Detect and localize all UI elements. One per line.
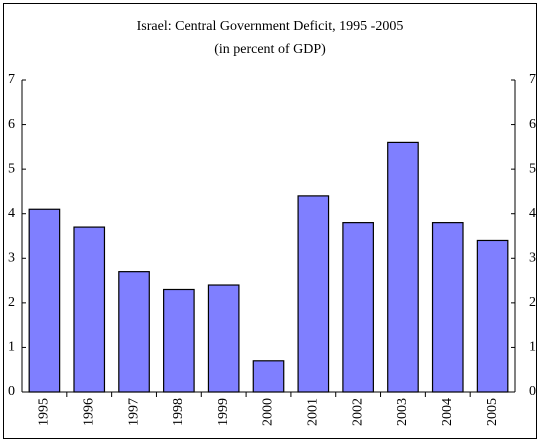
chart-title: Israel: Central Government Deficit, 1995… <box>137 19 404 34</box>
x-tick-label: 1998 <box>171 398 186 426</box>
chart-subtitle: (in percent of GDP) <box>214 42 326 57</box>
bar <box>387 141 419 393</box>
bar <box>73 226 106 393</box>
y-tick-label: 3 <box>8 251 15 266</box>
y2-tick-label: 6 <box>529 117 536 132</box>
x-tick-label: 2005 <box>485 398 500 426</box>
bar <box>28 208 61 393</box>
x-tick-label: 1996 <box>81 398 96 426</box>
x-tick-label: 2002 <box>350 398 365 426</box>
y-tick-label: 1 <box>8 340 15 355</box>
y-tick-label: 7 <box>8 72 15 87</box>
bar <box>252 360 285 393</box>
y2-tick-label: 0 <box>529 384 536 399</box>
y2-tick-label: 1 <box>529 340 536 355</box>
x-tick-label: 1997 <box>126 398 141 426</box>
bar <box>297 195 330 393</box>
chart-frame <box>3 3 537 439</box>
bar <box>476 239 509 393</box>
x-tick-label: 1995 <box>37 398 52 426</box>
bar <box>207 284 240 393</box>
x-tick-label: 2004 <box>440 398 455 426</box>
y2-tick-label: 7 <box>529 72 536 87</box>
bar <box>163 288 195 393</box>
y2-tick-label: 4 <box>529 206 536 221</box>
bar <box>118 271 150 393</box>
bar <box>342 222 374 393</box>
x-tick-label: 2000 <box>261 398 276 426</box>
y2-tick-label: 3 <box>529 251 536 266</box>
y-tick-label: 2 <box>8 295 15 310</box>
y2-tick-label: 5 <box>529 161 536 176</box>
y-tick-label: 6 <box>8 117 15 132</box>
x-tick-label: 2003 <box>395 398 410 426</box>
x-tick-label: 2001 <box>306 398 321 426</box>
bar <box>431 222 464 393</box>
y-tick-label: 0 <box>8 384 15 399</box>
y2-tick-label: 2 <box>529 295 536 310</box>
x-tick-label: 1999 <box>216 398 231 426</box>
y-tick-label: 5 <box>8 161 15 176</box>
y-tick-label: 4 <box>8 206 15 221</box>
